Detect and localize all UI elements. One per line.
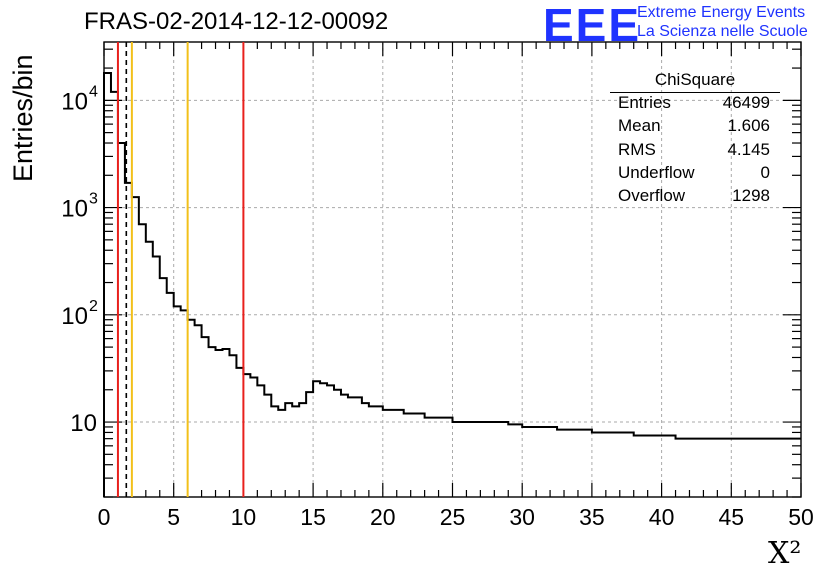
y-tick-base: 10 [61, 196, 88, 223]
stats-row: RMS 4.145 [612, 140, 778, 163]
x-tick-label: 40 [649, 504, 675, 530]
y-tick-exponent: 3 [89, 191, 98, 208]
x-tick-labels: 0 5 10 15 20 25 30 35 40 45 50 [98, 504, 814, 530]
y-tick-base: 10 [61, 303, 88, 330]
threshold-lines [116, 42, 245, 497]
y-tick-exponent: 4 [89, 83, 98, 100]
stats-label: Entries [618, 93, 671, 112]
stats-row: Mean 1.606 [612, 116, 778, 139]
x-tick-label: 20 [370, 504, 396, 530]
x-axis-label: X² [768, 536, 802, 571]
x-tick-label: 50 [788, 504, 814, 530]
stats-label: RMS [618, 139, 656, 159]
stats-row: Overflow 1298 [612, 186, 778, 209]
stats-label: Mean [618, 116, 661, 136]
stats-title: ChiSquare [610, 68, 780, 93]
stats-label: Underflow [618, 162, 695, 182]
stats-value: 4.145 [727, 139, 770, 159]
stats-value: 46499 [722, 93, 770, 112]
y-tick-base: 10 [70, 410, 97, 437]
stats-value: 1.606 [727, 116, 770, 136]
y-tick-label: 10 3 [61, 191, 98, 223]
logo-line-1: Extreme Energy Events [637, 4, 806, 21]
y-tick-base: 10 [61, 88, 88, 115]
stats-value: 1298 [732, 186, 770, 206]
x-tick-label: 45 [719, 504, 745, 530]
x-tick-label: 25 [440, 504, 466, 530]
stats-value: 0 [760, 162, 770, 182]
stats-row: Underflow 0 [612, 163, 778, 186]
x-tick-label: 5 [167, 504, 180, 530]
stats-row: Entries 46499 [612, 93, 778, 116]
stats-box: ChiSquare Entries 46499 Mean 1.606 RMS 4.14… [610, 68, 780, 209]
x-tick-label: 15 [300, 504, 326, 530]
x-tick-label: 35 [579, 504, 605, 530]
x-tick-label: 0 [98, 504, 111, 530]
x-tick-label: 10 [231, 504, 257, 530]
y-axis-label: Entries/bin [8, 54, 38, 182]
grid-lines [104, 42, 801, 497]
x-tick-label: 30 [509, 504, 535, 530]
y-tick-exponent: 2 [89, 298, 98, 315]
eee-logo: EEE [543, 0, 642, 51]
y-tick-label: 10 [70, 410, 97, 437]
logo-line-2: La Scienza nelle Scuole [637, 23, 808, 40]
chart-title: FRAS-02-2014-12-12-00092 [84, 8, 389, 35]
stats-label: Overflow [618, 186, 686, 206]
y-tick-label: 10 2 [61, 298, 98, 330]
y-tick-label: 10 4 [61, 83, 98, 115]
